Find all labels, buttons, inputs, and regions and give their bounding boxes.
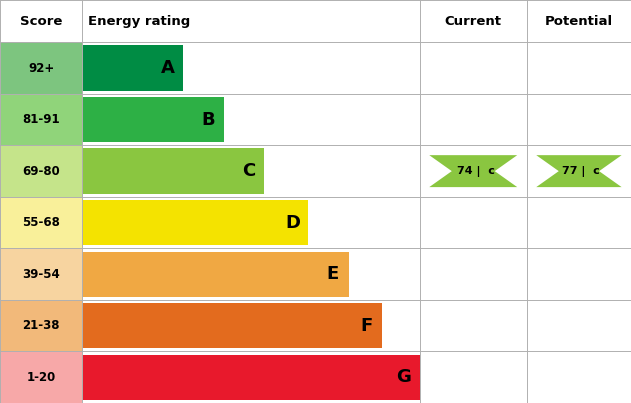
Text: D: D (285, 214, 300, 232)
Text: 1-20: 1-20 (27, 371, 56, 384)
Text: 92+: 92+ (28, 62, 54, 75)
Text: A: A (161, 59, 174, 77)
Text: Score: Score (20, 15, 62, 28)
Text: F: F (360, 317, 373, 335)
Bar (0, 0, 631, 42)
Text: C: C (242, 162, 255, 180)
Text: 74 |  c: 74 | c (457, 166, 495, 177)
Text: E: E (327, 265, 339, 283)
Bar (0, 197, 82, 248)
Bar (82, 200, 308, 245)
Bar (0, 351, 82, 403)
Bar (82, 97, 224, 142)
Polygon shape (536, 155, 622, 187)
Text: Potential: Potential (545, 15, 613, 28)
Polygon shape (429, 155, 517, 187)
Text: Current: Current (445, 15, 502, 28)
Bar (0, 42, 82, 94)
Text: 55-68: 55-68 (22, 216, 60, 229)
Bar (0, 145, 82, 197)
Text: 21-38: 21-38 (22, 319, 60, 332)
Bar (82, 355, 420, 400)
Bar (82, 251, 349, 297)
Text: 69-80: 69-80 (22, 165, 60, 178)
Text: 39-54: 39-54 (22, 268, 60, 280)
Text: B: B (201, 110, 215, 129)
Text: Energy rating: Energy rating (88, 15, 191, 28)
Text: 81-91: 81-91 (22, 113, 60, 126)
Text: G: G (396, 368, 411, 386)
Bar (82, 46, 183, 91)
Text: 77 |  c: 77 | c (562, 166, 600, 177)
Bar (0, 94, 82, 145)
Bar (0, 248, 82, 300)
Bar (0, 300, 82, 351)
Bar (82, 148, 264, 194)
Bar (82, 303, 382, 348)
